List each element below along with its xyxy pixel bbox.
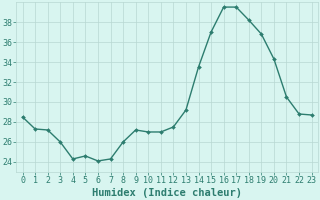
X-axis label: Humidex (Indice chaleur): Humidex (Indice chaleur) xyxy=(92,188,242,198)
